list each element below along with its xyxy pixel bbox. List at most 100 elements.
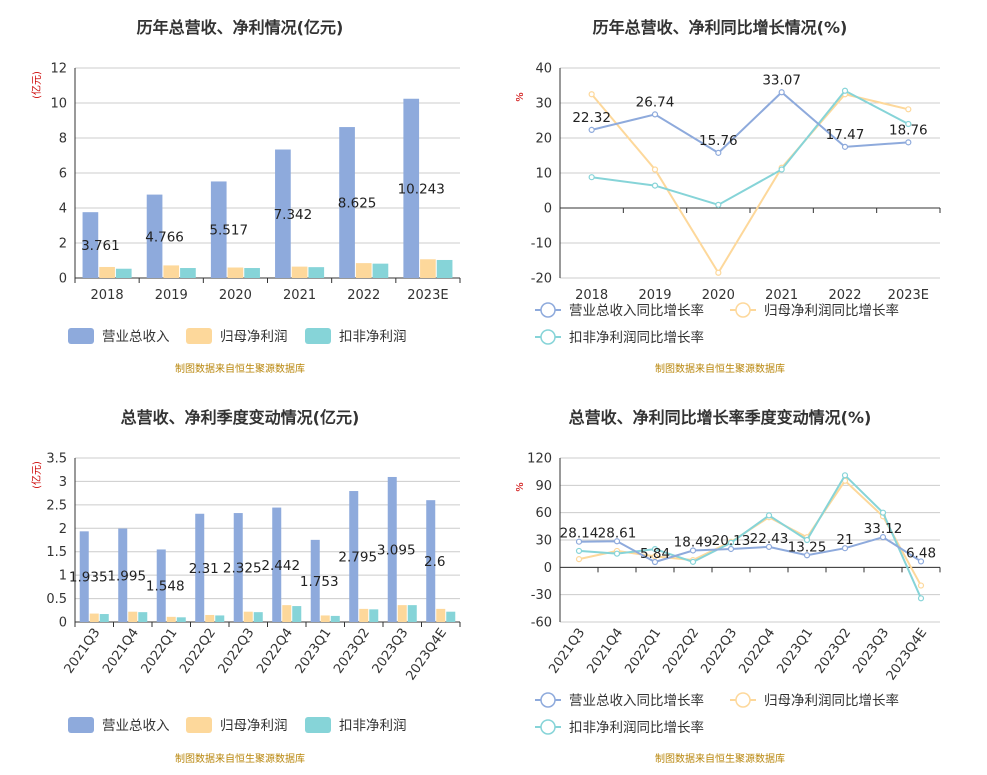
- legend-marker: [735, 302, 751, 318]
- bar-parent-profit: [420, 259, 436, 278]
- y-tick-label: 60: [535, 506, 552, 521]
- legend-label: 归母净利润同比增长率: [764, 302, 899, 319]
- series-point: [778, 89, 785, 96]
- x-tick-label: 2023E: [407, 288, 448, 303]
- bar-parent-profit: [243, 611, 253, 622]
- series-point: [575, 556, 583, 563]
- bar-parent-profit: [397, 605, 407, 622]
- legend-label: 营业总收入: [102, 329, 170, 345]
- bar-revenue: [82, 212, 99, 278]
- series-point: [715, 201, 722, 208]
- legend-label: 归母净利润: [220, 717, 288, 734]
- revenue-data-label: 10.243: [398, 181, 445, 197]
- x-tick-label: 2022Q1: [622, 626, 664, 677]
- bar-deducted-profit: [436, 259, 453, 278]
- y-tick-label: 6: [59, 167, 67, 182]
- y-tick-label: 2: [59, 522, 67, 537]
- x-tick-label: 2020: [219, 288, 252, 303]
- series-point: [651, 182, 659, 189]
- y-axis-unit-label: (亿元): [30, 461, 43, 489]
- annual-line-chart-svg: 历年总营收、净利同比增长情况(%)% -20 -10 0 10 20 30 40 2018 201…: [515, 18, 941, 375]
- bar-parent-profit: [291, 266, 308, 278]
- legend-label: 扣非净利润: [339, 718, 407, 734]
- series-point: [803, 536, 811, 544]
- bar-deducted-profit: [115, 268, 132, 278]
- series-point: [588, 126, 595, 133]
- x-tick-label: 2020: [702, 288, 735, 303]
- y-tick-label: 2: [59, 237, 67, 252]
- bar-parent-profit: [227, 267, 244, 278]
- revenue-growth-data-label: 13.25: [788, 539, 827, 555]
- bar-revenue: [310, 539, 320, 622]
- y-tick-label: 4: [59, 202, 67, 217]
- legend-swatch: [305, 717, 331, 733]
- bar-deducted-profit: [253, 612, 263, 622]
- y-tick-label: 3.5: [46, 452, 67, 467]
- bar-revenue: [275, 149, 291, 278]
- series-point: [651, 166, 659, 173]
- series-point: [727, 539, 735, 546]
- revenue-data-label: 3.095: [377, 542, 416, 558]
- bar-revenue: [403, 98, 420, 278]
- bar-revenue: [339, 127, 355, 278]
- x-tick-label: 2022Q2: [660, 626, 702, 677]
- bar-revenue: [79, 531, 89, 622]
- series-point: [905, 120, 912, 128]
- legend-marker: [540, 302, 556, 318]
- legend-swatch: [305, 328, 331, 344]
- series-point: [715, 269, 722, 276]
- revenue-data-label: 1.995: [107, 568, 146, 584]
- y-tick-label: -30: [531, 588, 552, 603]
- bar-deducted-profit: [244, 268, 260, 278]
- bar-revenue: [272, 507, 282, 622]
- source-note: 制图数据来自恒生聚源数据库: [175, 752, 305, 765]
- bar-parent-profit: [282, 605, 292, 622]
- x-tick-label: 2022Q2: [177, 626, 219, 677]
- bar-deducted-profit: [176, 617, 186, 622]
- y-tick-label: 12: [50, 62, 67, 77]
- revenue-data-label: 2.6: [424, 554, 445, 570]
- legend-marker: [540, 719, 556, 735]
- series-point: [879, 534, 887, 541]
- x-tick-label: 2023Q1: [293, 626, 335, 677]
- legend-swatch: [68, 717, 94, 733]
- x-tick-label: 2018: [91, 288, 124, 303]
- x-tick-label: 2021Q4: [100, 626, 142, 677]
- legend-label: 扣非净利润同比增长率: [569, 329, 704, 346]
- legend-label: 归母净利润同比增长率: [764, 692, 899, 709]
- bar-revenue: [118, 528, 128, 622]
- bar-deducted-profit: [180, 268, 196, 278]
- y-tick-label: 0: [544, 561, 552, 576]
- y-tick-label: 30: [535, 97, 552, 112]
- x-tick-label: 2023Q3: [370, 626, 412, 677]
- series-point: [651, 546, 659, 553]
- annual-bar-chart-svg: 历年总营收、净利情况(亿元) (亿元) 0 2 4 6 8 10 12 2018 2019 2020 2…: [30, 18, 461, 375]
- y-tick-label: 3: [59, 475, 67, 490]
- revenue-data-label: 2.325: [223, 561, 262, 577]
- x-tick-label: 2021Q3: [62, 626, 104, 677]
- chart-title: 总营收、净利同比增长率季度变动情况(%): [569, 408, 872, 427]
- y-tick-label: -20: [531, 272, 552, 287]
- chart-title: 历年总营收、净利情况(亿元): [137, 18, 344, 37]
- series-point: [905, 106, 912, 113]
- bar-deducted-profit: [369, 609, 379, 622]
- source-note: 制图数据来自恒生聚源数据库: [655, 362, 785, 375]
- y-tick-label: -60: [531, 616, 552, 631]
- x-tick-label: 2023E: [888, 288, 929, 303]
- revenue-growth-data-label: 26.74: [636, 94, 675, 110]
- bar-deducted-profit: [99, 614, 109, 622]
- y-tick-label: 1: [59, 569, 67, 584]
- series-point: [575, 547, 583, 555]
- x-tick-label: 2021Q3: [546, 626, 588, 677]
- bar-revenue: [387, 476, 397, 622]
- revenue-data-label: 2.442: [261, 558, 300, 574]
- bar-deducted-profit: [330, 615, 340, 622]
- x-tick-label: 2022Q4: [254, 626, 296, 677]
- revenue-data-label: 7.342: [274, 207, 313, 223]
- bar-revenue: [233, 513, 243, 622]
- bar-revenue: [349, 491, 359, 622]
- series-point: [651, 553, 659, 560]
- series-point: [727, 545, 735, 553]
- quarterly-revenue-profit-chart: 总营收、净利季度变动情况(亿元) (亿元) 0 0.5 1 1.5 2 2.5 3 3.5 2021…: [0, 390, 490, 775]
- source-note: 制图数据来自恒生聚源数据库: [175, 362, 305, 375]
